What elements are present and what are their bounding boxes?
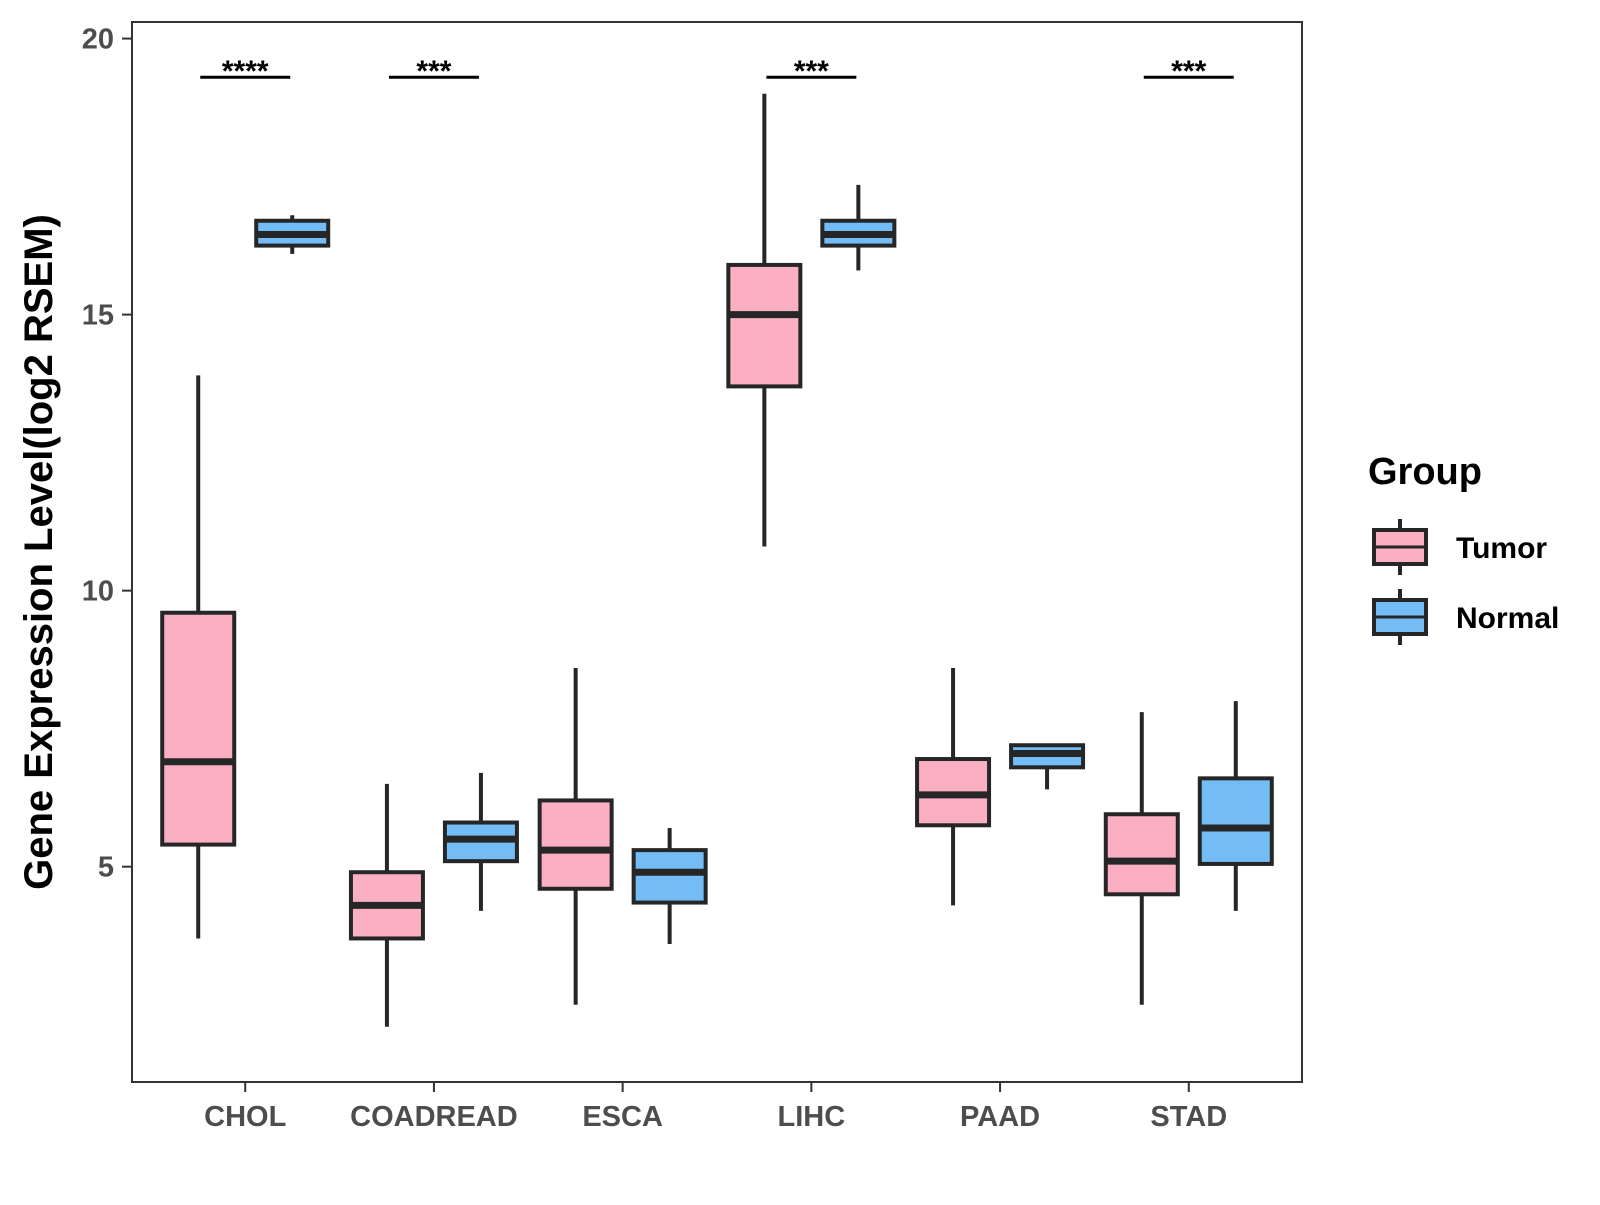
y-axis-title: Gene Expression Level(log2 RSEM) (17, 214, 61, 890)
x-tick-label: COADREAD (350, 1101, 518, 1133)
significance-label-lihc: *** (794, 55, 829, 88)
x-tick-label: PAAD (960, 1101, 1040, 1133)
box-tumor-stad (1103, 812, 1180, 897)
y-tick-label: 15 (82, 300, 114, 332)
legend-label-normal: Normal (1456, 602, 1559, 635)
box-tumor-esca (537, 798, 614, 891)
significance-label-coadread: *** (416, 55, 451, 88)
y-tick-label: 5 (98, 852, 114, 884)
x-tick-label: ESCA (582, 1101, 663, 1133)
box-normal-stad (1197, 776, 1274, 866)
box-tumor-lihc (726, 262, 803, 389)
plot-panel-border (131, 21, 1303, 1083)
significance-label-chol: **** (222, 55, 269, 88)
y-tick-label: 20 (82, 24, 114, 56)
x-tick-label: LIHC (778, 1101, 846, 1133)
y-tick-label: 10 (82, 576, 114, 608)
box-normal-esca (631, 848, 708, 905)
x-tick-label: STAD (1150, 1101, 1227, 1133)
significance-label-stad: *** (1171, 55, 1206, 88)
x-tick-label: CHOL (204, 1101, 286, 1133)
box-tumor-chol (160, 610, 237, 847)
legend-label-tumor: Tumor (1456, 532, 1547, 565)
legend-title: Group (1368, 451, 1482, 493)
